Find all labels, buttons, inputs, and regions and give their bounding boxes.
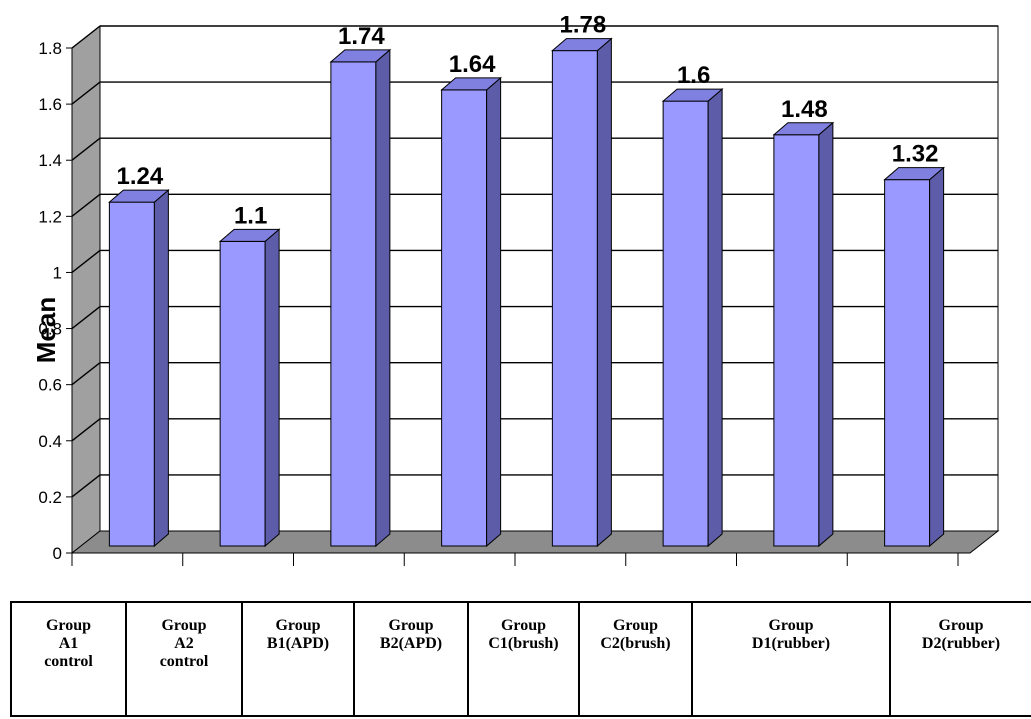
category-cell-line: control — [159, 653, 209, 670]
bar-front — [108, 201, 155, 547]
data-label: 1.78 — [560, 12, 607, 39]
bar — [440, 76, 502, 548]
bars — [108, 37, 945, 548]
category-cell-line: control — [44, 653, 93, 670]
category-cell-line: D1(rubber) — [751, 635, 831, 652]
category-row: Group A1 control Group A2 control Group B1(APD)… — [10, 601, 1031, 717]
bar-front — [330, 61, 377, 547]
gridline-diagonal — [71, 474, 101, 498]
bar — [883, 166, 945, 548]
gridline-diagonal — [71, 137, 101, 161]
bar — [108, 189, 170, 548]
category-cell-line: A2 — [174, 635, 194, 652]
y-axis: 0 0.2 0.4 0.6 0.8 1 1.2 1.4 1.6 1.8 — [38, 39, 73, 563]
bar-top — [772, 122, 835, 136]
category-cell-line: C1(brush) — [488, 635, 559, 652]
bar-chart: 00.20.40.60.811.21.41.61.8 1.241.11.741.… — [31, 12, 1000, 566]
data-label: 1.64 — [449, 51, 496, 78]
category-cell: Group C1(brush) — [467, 601, 580, 717]
y-tick-label: 1.8 — [38, 39, 62, 58]
gridline-diagonal — [71, 362, 101, 386]
category-cell-line: Group — [161, 617, 207, 634]
bar-front — [441, 89, 488, 547]
data-label: 1.32 — [892, 141, 939, 168]
bar — [661, 88, 724, 548]
y-axis-label: Mean — [31, 297, 61, 363]
gridline-diagonal — [71, 25, 101, 49]
data-label: 1.74 — [338, 23, 385, 50]
bar-front — [219, 240, 266, 547]
bar-side — [596, 37, 612, 548]
category-cell-line: A1 — [58, 635, 79, 652]
category-table: Group A1 control Group A2 control Group B1(APD)… — [10, 601, 1031, 717]
side-wall — [71, 24, 101, 555]
category-cell: Group D2(rubber) — [889, 601, 1031, 717]
category-cell-line: B1(APD) — [266, 635, 330, 652]
y-tick-label: 0.8 — [38, 320, 62, 339]
gridline-diagonal — [71, 249, 101, 273]
bar-top — [661, 88, 724, 102]
gridline-diagonal — [71, 81, 101, 105]
floor — [70, 530, 1000, 554]
data-label: 1.24 — [117, 163, 164, 190]
y-tick-label: 0.4 — [38, 432, 62, 451]
category-cell-line: Group — [500, 617, 547, 634]
y-tick-label: 0 — [53, 544, 62, 563]
data-label: 1.6 — [677, 62, 710, 89]
bar-front — [662, 100, 709, 547]
bar-side — [375, 48, 391, 548]
bar-side — [264, 228, 280, 548]
bar-top — [218, 228, 281, 242]
y-tick-label: 1.6 — [38, 95, 62, 114]
bar-top — [883, 167, 945, 181]
bar-side — [153, 189, 169, 548]
bar — [329, 48, 392, 548]
category-cell-line: B2(APD) — [379, 635, 443, 652]
bar-side — [818, 121, 834, 548]
bar — [551, 37, 613, 548]
bar-top — [440, 77, 502, 91]
category-cell-line: Group — [275, 617, 321, 634]
category-cell: Group B1(APD) — [241, 601, 355, 717]
bar-side — [486, 76, 502, 548]
category-cell: Group A2 control — [125, 601, 243, 717]
bar-side — [707, 88, 723, 548]
bar-front — [551, 50, 598, 547]
gridline-diagonal — [71, 306, 101, 330]
category-cell-line: Group — [768, 617, 814, 634]
category-cell-line: Group — [938, 617, 984, 634]
bar-top — [329, 49, 392, 63]
category-cell-line: C2(brush) — [600, 635, 671, 652]
category-cell: Group C2(brush) — [578, 601, 693, 717]
category-cell: Group D1(rubber) — [691, 601, 891, 717]
gridlines — [71, 25, 998, 498]
y-tick-label: 0.6 — [38, 376, 62, 395]
bar-side — [929, 166, 945, 548]
bar-front — [773, 134, 820, 547]
category-cell-line: Group — [388, 617, 434, 634]
category-cell-line: D2(rubber) — [921, 635, 1001, 652]
y-tick-label: 1 — [53, 263, 62, 282]
category-cell: Group A1 control — [10, 601, 127, 717]
bar — [218, 228, 281, 548]
chart-walls — [70, 24, 1000, 555]
bar-top — [551, 38, 613, 52]
bar-front — [884, 179, 931, 547]
data-labels: 1.24 1.1 1.74 1.64 1.78 1.6 1.48 1.32 — [117, 12, 939, 230]
category-cell-line: Group — [45, 617, 92, 634]
data-label: 1.1 — [234, 202, 267, 229]
gridline-diagonal — [71, 418, 101, 442]
bar — [772, 121, 835, 548]
gridline-diagonal — [71, 193, 101, 217]
category-cell: Group B2(APD) — [353, 601, 469, 717]
category-cell-line: Group — [612, 617, 659, 634]
bar-top — [108, 189, 170, 203]
x-axis — [71, 552, 959, 566]
data-label: 1.48 — [781, 96, 828, 123]
y-tick-label: 0.2 — [38, 488, 62, 507]
y-tick-label: 1.2 — [38, 207, 62, 226]
y-tick-label: 1.4 — [38, 151, 62, 170]
